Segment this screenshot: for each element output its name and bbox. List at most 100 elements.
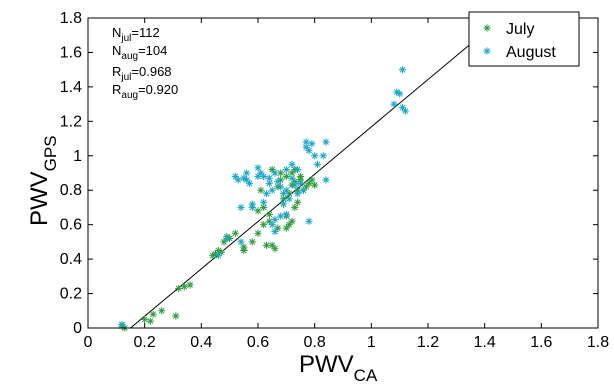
data-point-august bbox=[243, 169, 251, 177]
annotation-r-jul: Rjul=0.968 bbox=[112, 64, 172, 83]
data-point-july bbox=[186, 281, 194, 289]
data-point-august bbox=[223, 234, 231, 243]
data-point-july bbox=[175, 284, 183, 292]
data-point-july bbox=[231, 229, 239, 237]
x-tick-label: 1.2 bbox=[417, 334, 439, 351]
data-point-july bbox=[265, 210, 273, 218]
data-point-august bbox=[265, 174, 273, 182]
data-points bbox=[118, 66, 409, 332]
data-point-august bbox=[237, 203, 245, 212]
data-point-july bbox=[141, 315, 149, 323]
x-tick-label: 1.4 bbox=[474, 334, 496, 351]
data-point-july bbox=[271, 245, 279, 253]
data-point-august bbox=[118, 320, 126, 329]
data-point-august bbox=[291, 181, 299, 189]
plot-frame bbox=[87, 17, 599, 329]
data-point-july bbox=[260, 203, 268, 212]
legend-label-july: July bbox=[506, 21, 534, 38]
data-point-august bbox=[245, 179, 254, 187]
y-tick-label: 0.8 bbox=[60, 182, 82, 199]
data-point-july bbox=[291, 203, 299, 212]
data-point-august bbox=[311, 152, 319, 160]
data-point-july bbox=[288, 217, 296, 225]
data-point-august bbox=[319, 152, 327, 160]
data-point-august bbox=[271, 215, 279, 224]
data-point-august bbox=[285, 195, 293, 203]
data-point-august bbox=[260, 172, 268, 181]
y-tick-label: 1.6 bbox=[60, 44, 82, 61]
data-point-august bbox=[240, 174, 248, 182]
data-point-august bbox=[274, 178, 282, 186]
data-point-july bbox=[158, 307, 166, 315]
data-point-august bbox=[396, 90, 404, 98]
y-tick-label: 1 bbox=[73, 148, 82, 165]
data-point-july bbox=[254, 229, 262, 237]
data-point-august bbox=[214, 252, 222, 260]
data-point-july bbox=[248, 238, 256, 246]
data-point-august bbox=[234, 176, 242, 184]
data-point-august bbox=[254, 172, 262, 181]
y-tick-label: 0.6 bbox=[60, 217, 82, 234]
y-tick-label: 0 bbox=[73, 320, 82, 337]
y-tick-label: 1.8 bbox=[60, 10, 82, 27]
data-point-july bbox=[260, 221, 268, 229]
y-tick-label: 1.2 bbox=[60, 113, 82, 130]
x-tick-label: 1 bbox=[367, 334, 376, 351]
data-point-july bbox=[294, 198, 302, 206]
data-point-august bbox=[260, 198, 268, 206]
data-point-july bbox=[240, 246, 248, 255]
x-tick-label: 0.8 bbox=[304, 334, 326, 351]
data-point-july bbox=[254, 207, 262, 215]
data-point-august bbox=[277, 183, 285, 191]
data-point-july bbox=[146, 317, 154, 325]
data-point-august bbox=[305, 217, 313, 225]
y-axis-label: PWVGPS bbox=[26, 135, 60, 226]
axis-tick-labels: 0 0.2 0.4 0.6 0.8 1 1.2 1.4 1.6 1.8 0 0.2 0.4 0.6 0.8 1… bbox=[60, 10, 609, 351]
data-point-august bbox=[288, 174, 296, 182]
y-tick-label: 0.2 bbox=[60, 286, 82, 303]
data-point-august bbox=[401, 107, 409, 115]
data-point-august bbox=[288, 160, 296, 168]
data-point-august bbox=[268, 221, 276, 229]
y-tick-label: 0.4 bbox=[60, 251, 82, 268]
data-point-july bbox=[282, 172, 290, 181]
legend-box bbox=[468, 11, 580, 67]
legend-asterisk-august bbox=[483, 47, 491, 55]
annotation-n-aug: Naug=104 bbox=[112, 43, 167, 62]
legend-asterisk-july bbox=[483, 24, 491, 32]
data-point-july bbox=[180, 283, 188, 291]
data-point-july bbox=[308, 176, 316, 184]
data-point-august bbox=[308, 140, 316, 148]
stats-annotations: Njul=112 Naug=104 Rjul=0.968 Raug=0.920 bbox=[112, 25, 178, 101]
data-point-august bbox=[294, 165, 302, 174]
data-point-august bbox=[296, 179, 305, 187]
data-point-august bbox=[271, 169, 279, 177]
data-point-august bbox=[248, 203, 256, 212]
data-point-august bbox=[313, 160, 322, 168]
y-tick-label: 1.4 bbox=[60, 79, 82, 96]
x-tick-label: 0.4 bbox=[190, 334, 212, 351]
data-point-august bbox=[237, 238, 245, 246]
data-point-august bbox=[282, 186, 290, 194]
data-point-august bbox=[305, 147, 313, 155]
x-tick-label: 1.8 bbox=[587, 334, 609, 351]
legend-marker-july bbox=[483, 24, 491, 32]
data-point-august bbox=[299, 186, 307, 194]
data-point-july bbox=[282, 224, 290, 232]
data-point-july bbox=[172, 312, 180, 320]
data-point-july bbox=[311, 181, 319, 189]
legend: July August bbox=[468, 11, 580, 67]
plot-background bbox=[88, 18, 598, 328]
x-tick-label: 0.6 bbox=[247, 334, 269, 351]
fit-line bbox=[130, 17, 502, 329]
data-point-august bbox=[279, 200, 288, 208]
data-point-july bbox=[149, 310, 157, 318]
x-tick-label: 1.6 bbox=[530, 334, 552, 351]
legend-marker-august bbox=[483, 47, 491, 55]
data-point-august bbox=[262, 190, 271, 198]
data-point-august bbox=[322, 176, 330, 184]
data-point-august bbox=[271, 227, 279, 236]
x-axis-label: PWVCA bbox=[299, 351, 378, 385]
x-tick-label: 0.2 bbox=[134, 334, 156, 351]
